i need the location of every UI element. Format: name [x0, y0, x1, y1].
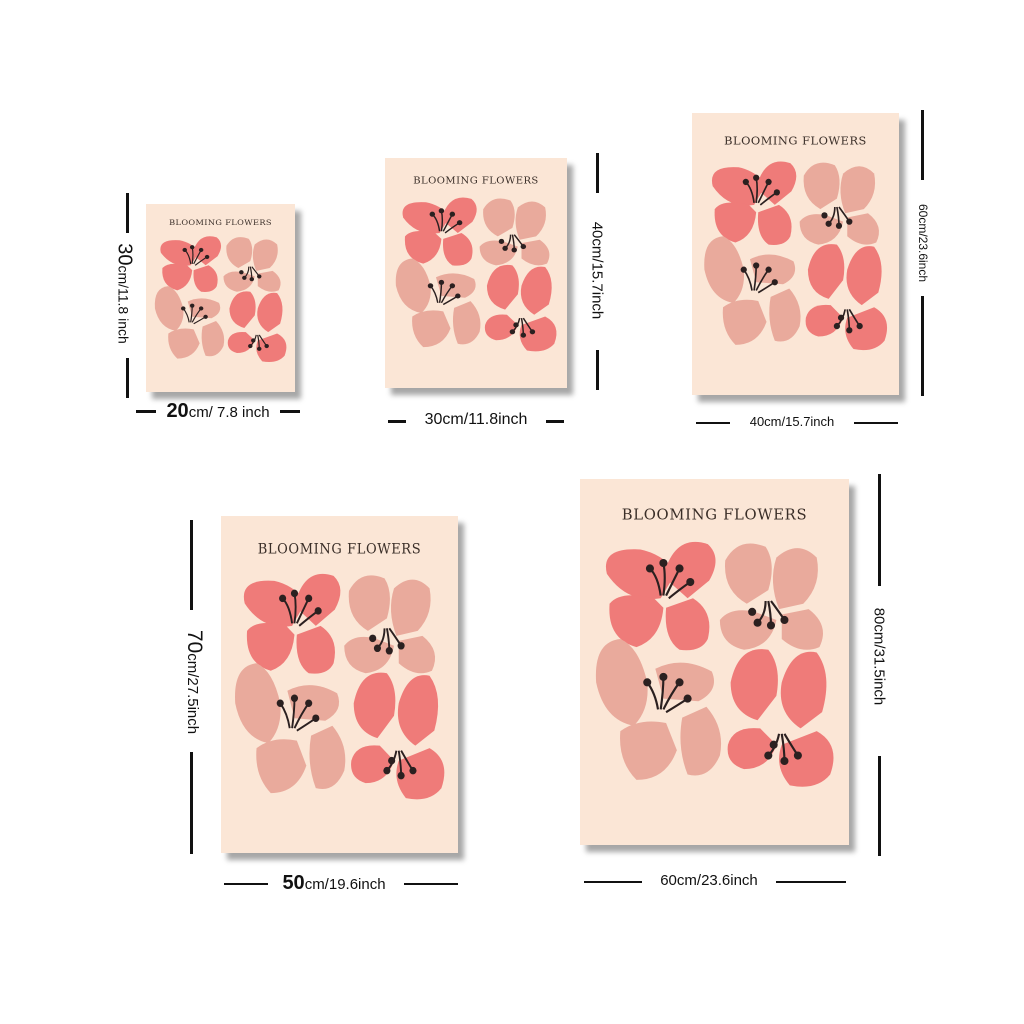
- poster-title: BLOOMING FLOWERS: [622, 506, 808, 524]
- height-line-bottom: [921, 296, 924, 396]
- flower-bottom-right: [351, 672, 445, 800]
- width-label-40x60: 40cm/15.7inch: [749, 414, 835, 429]
- poster-40x60: BLOOMING FLOWERS: [692, 113, 899, 395]
- poster-artwork: BLOOMING FLOWERS: [395, 176, 557, 352]
- height-label-50x70: 70cm/27.5inch: [183, 629, 206, 735]
- poster-title: BLOOMING FLOWERS: [258, 542, 421, 557]
- width-line-right: [280, 410, 300, 413]
- flower-bottom-right: [227, 291, 287, 363]
- height-line-top: [921, 110, 924, 180]
- width-line-left: [696, 422, 730, 424]
- flower-top-left: [160, 236, 222, 292]
- poster-60x80: BLOOMING FLOWERS: [580, 479, 849, 845]
- width-line-left: [584, 881, 642, 883]
- flower-bottom-left: [154, 286, 225, 359]
- width-label-20x30: 20cm/ 7.8 inch: [166, 400, 270, 422]
- height-line-top: [596, 153, 599, 193]
- flower-top-left: [402, 197, 477, 266]
- stamen-dots: [276, 589, 417, 780]
- flower-top-right: [479, 198, 550, 266]
- poster-artwork: BLOOMING FLOWERS: [704, 133, 888, 351]
- height-line-bottom: [126, 358, 129, 398]
- width-label-30x40: 30cm/11.8inch: [424, 411, 528, 428]
- flower-top-left: [711, 161, 797, 245]
- stamen-dots: [427, 208, 536, 338]
- flower-top-right: [799, 162, 879, 245]
- height-label-20x30: 30cm/11.8 inch: [113, 243, 136, 344]
- flower-bottom-left: [235, 663, 346, 794]
- stamen-dots: [740, 174, 863, 334]
- height-label-60x80: 80cm/31.5inch: [870, 607, 888, 706]
- flower-top-right: [719, 543, 823, 650]
- height-label-30x40: 40cm/15.7inch: [588, 221, 606, 320]
- poster-title: BLOOMING FLOWERS: [413, 176, 539, 187]
- flower-bottom-right: [484, 264, 557, 352]
- flower-bottom-left: [595, 638, 722, 780]
- poster-artwork: BLOOMING FLOWERS: [595, 506, 834, 787]
- height-line-bottom: [190, 752, 193, 854]
- flower-top-left: [605, 541, 716, 651]
- width-line-right: [776, 881, 846, 883]
- poster-artwork: BLOOMING FLOWERS: [235, 542, 445, 800]
- height-line-bottom: [596, 350, 599, 390]
- stamen-dots: [643, 558, 802, 766]
- flower-top-right: [344, 575, 436, 674]
- width-line-left: [224, 883, 268, 885]
- height-line-bottom: [878, 756, 881, 856]
- width-line-right: [546, 420, 564, 423]
- poster-30x40: BLOOMING FLOWERS: [385, 158, 567, 388]
- flower-top-right: [223, 237, 281, 292]
- flower-bottom-left: [395, 258, 481, 348]
- poster-title: BLOOMING FLOWERS: [724, 133, 867, 147]
- height-line-top: [878, 474, 881, 586]
- flower-bottom-left: [704, 236, 801, 345]
- width-line-left: [388, 420, 406, 423]
- width-line-right: [404, 883, 458, 885]
- height-line-top: [126, 193, 129, 233]
- height-line-top: [190, 520, 193, 610]
- height-label-40x60: 60cm/23.6inch: [916, 203, 930, 283]
- stamen-dots: [181, 245, 269, 351]
- width-line-left: [136, 410, 156, 413]
- poster-title: BLOOMING FLOWERS: [169, 218, 272, 227]
- width-label-50x70: 50cm/19.6inch: [282, 872, 386, 894]
- poster-artwork: BLOOMING FLOWERS: [154, 218, 287, 363]
- width-line-right: [854, 422, 898, 424]
- flower-top-left: [243, 573, 341, 674]
- poster-20x30: BLOOMING FLOWERS: [146, 204, 295, 392]
- flower-bottom-right: [727, 649, 834, 787]
- flower-bottom-right: [805, 244, 888, 351]
- width-label-60x80: 60cm/23.6inch: [660, 872, 758, 889]
- poster-50x70: BLOOMING FLOWERS: [221, 516, 458, 853]
